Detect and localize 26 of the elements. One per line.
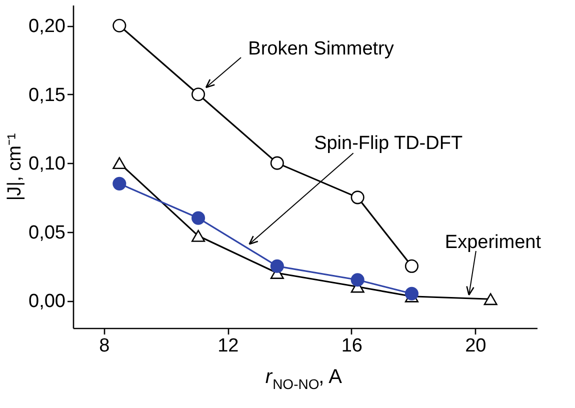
annotation: Broken Simmetry: [248, 38, 394, 60]
point: [350, 190, 364, 204]
x-tick-label: 8: [99, 336, 110, 356]
annotation: Spin-Flip TD-DFT: [314, 133, 463, 154]
point: [270, 156, 284, 170]
y-tick-label: 0,05: [28, 222, 66, 244]
y-axis-title: |J|, cm⁻¹: [4, 133, 26, 201]
x-tick-label: 20: [465, 336, 486, 356]
point: [192, 230, 206, 242]
point: [350, 273, 364, 287]
x-tick-label: 12: [218, 336, 239, 356]
point: [112, 18, 126, 32]
point: [270, 259, 284, 273]
point: [484, 293, 498, 306]
point: [404, 286, 418, 300]
y-tick-label: 0,20: [28, 16, 66, 38]
y-tick-label: 0,00: [28, 291, 66, 312]
annotation: Experiment: [444, 232, 542, 254]
point: [404, 259, 418, 273]
y-tick-label: 0,10: [28, 154, 66, 175]
point: [112, 157, 126, 170]
x-tick-label: 16: [341, 336, 362, 356]
point: [112, 176, 126, 190]
y-tick-label: 0,15: [28, 84, 66, 106]
point: [192, 88, 206, 102]
point: [192, 211, 206, 225]
